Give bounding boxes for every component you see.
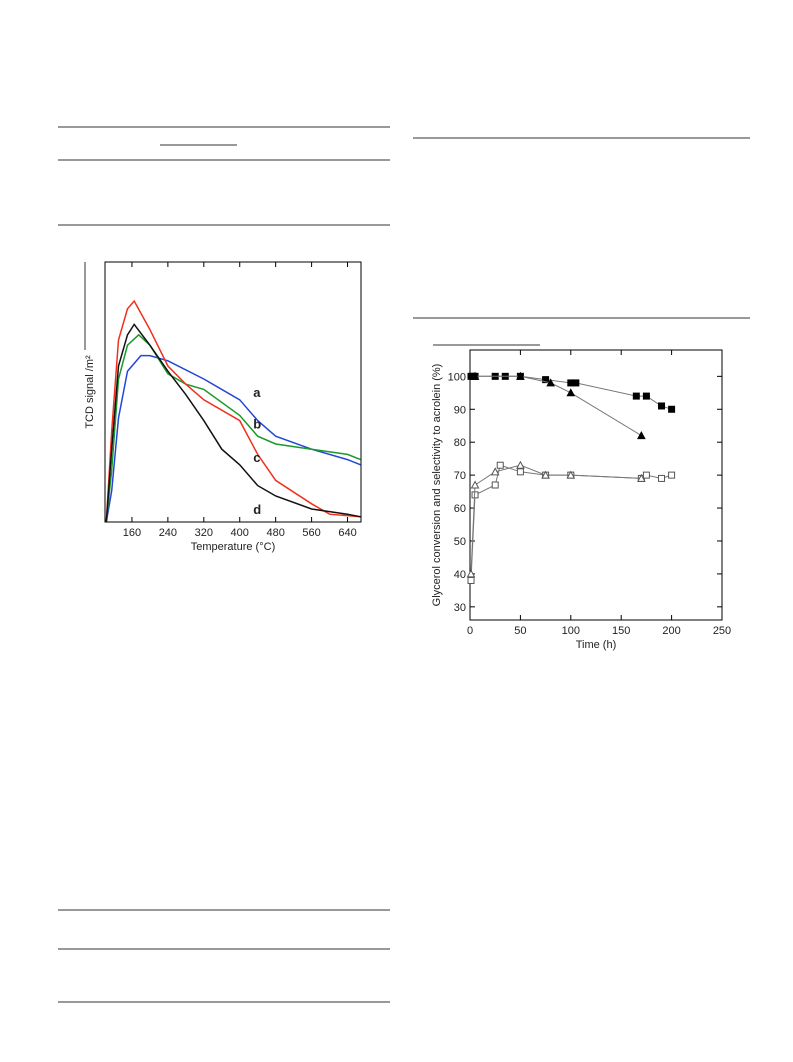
x-axis-label: Time (h) bbox=[576, 639, 617, 651]
y-tick-label: 100 bbox=[448, 371, 466, 383]
y-axis-label: TCD signal /m² bbox=[84, 355, 96, 429]
data-line bbox=[105, 333, 361, 523]
data-point bbox=[516, 468, 524, 476]
x-tick-label: 240 bbox=[159, 527, 177, 539]
x-tick-label: 480 bbox=[266, 527, 284, 539]
data-point bbox=[516, 460, 525, 469]
data-point bbox=[658, 402, 666, 410]
data-point bbox=[491, 481, 499, 489]
x-tick-label: 400 bbox=[231, 527, 249, 539]
data-point bbox=[466, 569, 476, 578]
data-point bbox=[566, 388, 576, 397]
data-point bbox=[541, 470, 550, 479]
x-tick-label: 50 bbox=[514, 625, 526, 637]
data-point bbox=[668, 405, 676, 413]
curve-label: c bbox=[253, 450, 260, 465]
curve-label: a bbox=[253, 385, 261, 400]
table-rules bbox=[58, 126, 750, 1003]
x-tick-label: 200 bbox=[662, 625, 680, 637]
x-tick-label: 160 bbox=[123, 527, 141, 539]
y-tick-label: 40 bbox=[454, 569, 466, 581]
data-point bbox=[642, 471, 650, 479]
y-tick-label: 30 bbox=[454, 602, 466, 614]
x-tick-label: 640 bbox=[338, 527, 356, 539]
x-tick-label: 250 bbox=[713, 625, 731, 637]
plot-frame bbox=[104, 261, 362, 523]
data-point bbox=[546, 378, 555, 387]
data-point bbox=[637, 473, 646, 482]
data-point bbox=[632, 392, 640, 400]
data-point bbox=[572, 379, 580, 387]
data-line bbox=[105, 323, 361, 523]
data-point bbox=[642, 392, 650, 400]
data-point bbox=[566, 470, 576, 479]
y-tick-label: 80 bbox=[454, 437, 466, 449]
data-line bbox=[470, 464, 672, 581]
data-point bbox=[668, 471, 676, 479]
y-tick-label: 60 bbox=[454, 503, 466, 515]
x-tick-label: 0 bbox=[467, 625, 473, 637]
curve-label: b bbox=[253, 416, 261, 431]
y-tick-label: 70 bbox=[454, 470, 466, 482]
data-point bbox=[496, 461, 504, 469]
x-tick-label: 320 bbox=[195, 527, 213, 539]
x-tick-label: 100 bbox=[562, 625, 580, 637]
data-point bbox=[470, 480, 480, 489]
plot-frame bbox=[469, 349, 723, 621]
data-line bbox=[105, 299, 361, 523]
y-tick-label: 50 bbox=[454, 536, 466, 548]
x-tick-label: 150 bbox=[612, 625, 630, 637]
data-point bbox=[658, 474, 666, 482]
data-line bbox=[105, 354, 361, 523]
x-axis-label: Temperature (°C) bbox=[191, 541, 275, 553]
data-point bbox=[470, 371, 480, 380]
y-tick-label: 90 bbox=[454, 404, 466, 416]
data-point bbox=[516, 371, 525, 380]
data-point bbox=[637, 431, 646, 440]
data-line bbox=[475, 375, 642, 437]
data-point bbox=[542, 376, 550, 384]
data-point bbox=[467, 576, 475, 584]
x-tick-label: 560 bbox=[302, 527, 320, 539]
data-point bbox=[490, 467, 500, 476]
y-axis-label: Glycerol conversion and selectivity to a… bbox=[431, 364, 443, 607]
curve-label: d bbox=[253, 502, 261, 517]
